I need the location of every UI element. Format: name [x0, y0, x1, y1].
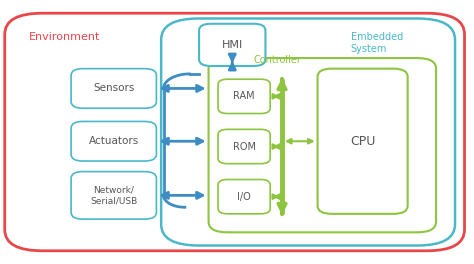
Text: RAM: RAM — [233, 91, 255, 101]
FancyBboxPatch shape — [318, 69, 408, 214]
FancyBboxPatch shape — [71, 121, 156, 161]
Text: Embedded
System: Embedded System — [351, 32, 403, 54]
FancyBboxPatch shape — [218, 79, 270, 114]
FancyBboxPatch shape — [199, 24, 265, 66]
FancyBboxPatch shape — [218, 129, 270, 164]
Text: Sensors: Sensors — [93, 83, 135, 93]
Text: Controller: Controller — [254, 55, 301, 65]
Text: HMI: HMI — [222, 40, 243, 50]
Text: CPU: CPU — [350, 135, 375, 148]
Text: Environment: Environment — [28, 32, 100, 42]
Text: ROM: ROM — [233, 142, 255, 152]
FancyBboxPatch shape — [71, 69, 156, 108]
FancyBboxPatch shape — [218, 180, 270, 214]
Text: Network/
Serial/USB: Network/ Serial/USB — [90, 186, 137, 205]
Text: I/O: I/O — [237, 192, 251, 202]
FancyBboxPatch shape — [71, 172, 156, 219]
Text: Actuators: Actuators — [89, 136, 139, 146]
